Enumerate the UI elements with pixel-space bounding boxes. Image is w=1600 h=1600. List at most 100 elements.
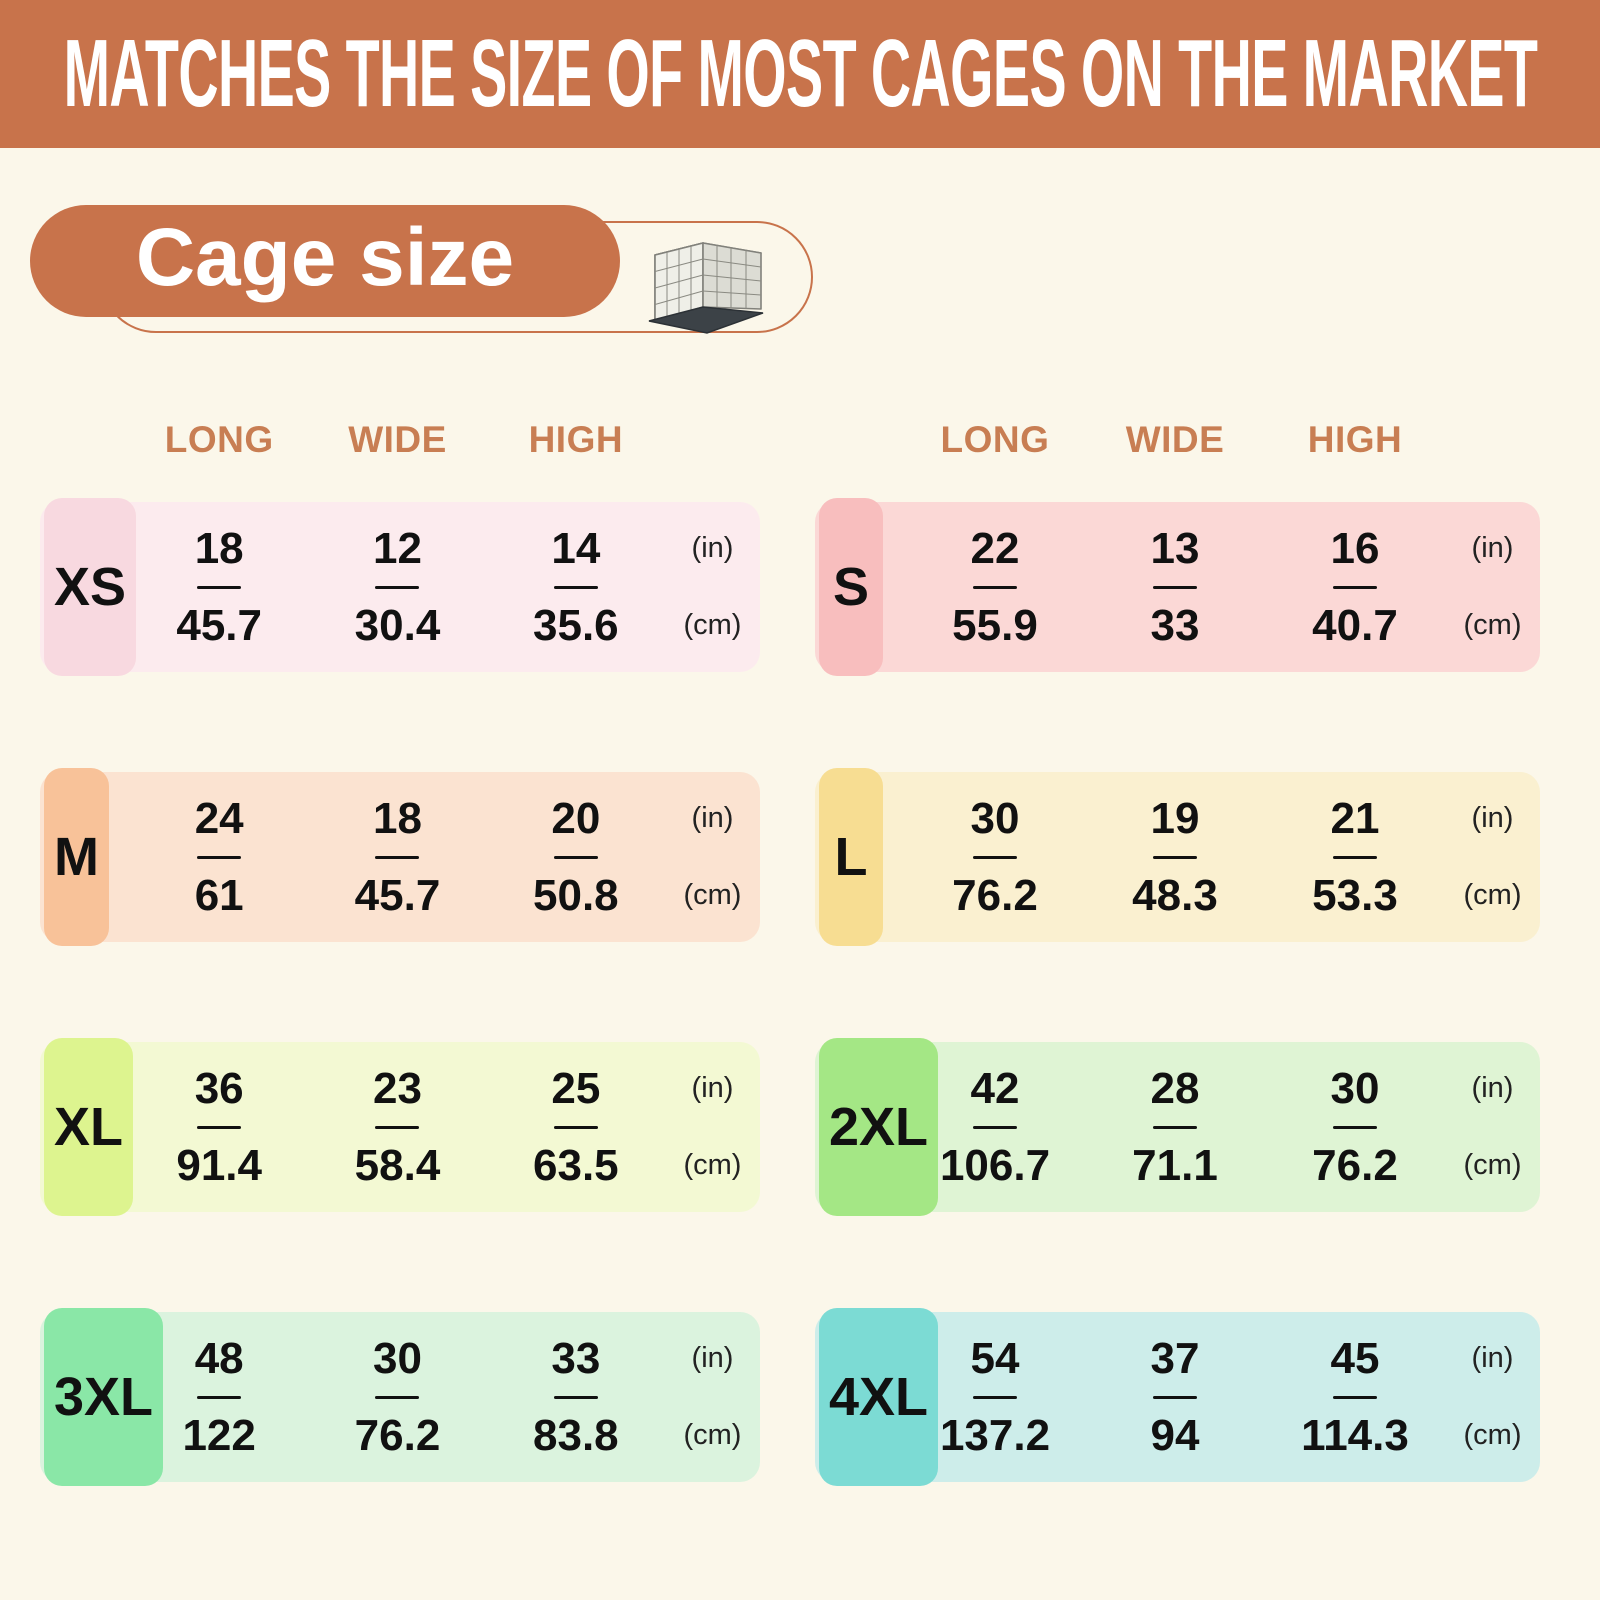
value-wide-in: 37 bbox=[1150, 1333, 1200, 1383]
value-high-cm: 40.7 bbox=[1312, 600, 1398, 650]
value-high-in: 16 bbox=[1330, 523, 1380, 573]
unit-in: (in) bbox=[1471, 532, 1514, 564]
dimension-wide: 28 71.1 bbox=[1085, 1042, 1265, 1212]
col-header-wide: WIDE bbox=[348, 418, 447, 460]
unit-cm: (cm) bbox=[1463, 609, 1522, 641]
size-label-cell: S bbox=[815, 498, 905, 676]
value-high-in: 45 bbox=[1330, 1333, 1380, 1383]
value-high-cm: 114.3 bbox=[1301, 1410, 1409, 1460]
dimension-wide: 30 76.2 bbox=[308, 1312, 486, 1482]
value-wide-in: 12 bbox=[373, 523, 422, 573]
banner-title: MATCHES THE SIZE OF MOST CAGES ON THE MA… bbox=[63, 20, 1537, 127]
fraction-divider bbox=[197, 855, 242, 859]
spacer bbox=[1471, 586, 1515, 589]
fraction-divider bbox=[973, 1395, 1017, 1399]
value-long-in: 54 bbox=[970, 1333, 1020, 1383]
value-long-in: 48 bbox=[194, 1333, 244, 1383]
dimension-high: 14 35.6 bbox=[487, 502, 665, 672]
value-wide-cm: 71.1 bbox=[1132, 1140, 1218, 1190]
unit-labels: (in) (cm) bbox=[665, 1042, 760, 1212]
value-wide-cm: 48.3 bbox=[1132, 870, 1218, 920]
dimension-long: 30 76.2 bbox=[905, 772, 1085, 942]
value-long-cm: 137.2 bbox=[939, 1410, 1051, 1460]
unit-labels: (in) (cm) bbox=[665, 502, 760, 672]
unit-labels: (in) (cm) bbox=[1445, 1312, 1540, 1482]
fraction-divider bbox=[1333, 585, 1377, 589]
unit-labels: (in) (cm) bbox=[665, 772, 760, 942]
value-wide-in: 18 bbox=[373, 793, 422, 843]
value-wide-cm: 94 bbox=[1150, 1410, 1200, 1460]
value-long-cm: 61 bbox=[194, 870, 244, 920]
value-long-cm: 45.7 bbox=[176, 600, 262, 650]
unit-cm: (cm) bbox=[683, 879, 742, 911]
cage-size-badge: Cage size bbox=[30, 205, 620, 317]
fraction-divider bbox=[1333, 1125, 1377, 1129]
unit-labels: (in) (cm) bbox=[665, 1312, 760, 1482]
unit-in: (in) bbox=[1471, 1342, 1514, 1374]
value-wide-in: 28 bbox=[1150, 1063, 1200, 1113]
spacer bbox=[1471, 1126, 1515, 1129]
col-header-long: LONG bbox=[940, 418, 1050, 460]
unit-in: (in) bbox=[691, 802, 734, 834]
value-long-cm: 76.2 bbox=[952, 870, 1038, 920]
size-label-cell: 2XL bbox=[815, 1038, 939, 1216]
column-headers-right: LONG WIDE HIGH bbox=[815, 412, 1540, 467]
dimension-long: 36 91.4 bbox=[130, 1042, 308, 1212]
dimension-long: 22 55.9 bbox=[905, 502, 1085, 672]
value-high-cm: 76.2 bbox=[1312, 1140, 1398, 1190]
spacer bbox=[1471, 856, 1515, 859]
fraction-divider bbox=[1333, 1395, 1377, 1399]
unit-cm: (cm) bbox=[683, 1149, 742, 1181]
unit-cm: (cm) bbox=[683, 609, 742, 641]
value-wide-in: 30 bbox=[373, 1333, 422, 1383]
value-wide-in: 19 bbox=[1150, 793, 1200, 843]
value-high-in: 21 bbox=[1330, 793, 1380, 843]
size-row-xs: XS 18 45.7 12 30.4 14 35.6 bbox=[40, 498, 760, 676]
unit-in: (in) bbox=[691, 1342, 734, 1374]
value-long-cm: 122 bbox=[182, 1410, 256, 1460]
unit-cm: (cm) bbox=[1463, 1149, 1522, 1181]
size-row-4xl: 4XL 54 137.2 37 94 45 114.3 bbox=[815, 1308, 1540, 1486]
top-banner: MATCHES THE SIZE OF MOST CAGES ON THE MA… bbox=[0, 0, 1600, 148]
value-long-cm: 106.7 bbox=[939, 1140, 1051, 1190]
unit-cm: (cm) bbox=[1463, 1419, 1522, 1451]
fraction-divider bbox=[197, 1125, 242, 1129]
dimension-long: 48 122 bbox=[130, 1312, 308, 1482]
dimension-wide: 37 94 bbox=[1085, 1312, 1265, 1482]
fraction-divider bbox=[375, 1395, 420, 1399]
dimension-high: 21 53.3 bbox=[1265, 772, 1445, 942]
value-long-in: 42 bbox=[970, 1063, 1020, 1113]
col-header-wide: WIDE bbox=[1125, 418, 1225, 460]
spacer bbox=[690, 1126, 734, 1129]
value-high-in: 33 bbox=[551, 1333, 601, 1383]
value-wide-cm: 33 bbox=[1150, 600, 1200, 650]
crate-tray bbox=[648, 306, 764, 334]
value-long-in: 30 bbox=[970, 793, 1020, 843]
value-wide-cm: 58.4 bbox=[354, 1140, 441, 1190]
dimension-high: 25 63.5 bbox=[487, 1042, 665, 1212]
fraction-divider bbox=[375, 855, 420, 859]
size-row-xl: XL 36 91.4 23 58.4 25 63.5 bbox=[40, 1038, 760, 1216]
dimension-long: 18 45.7 bbox=[130, 502, 308, 672]
size-label-cell: L bbox=[815, 768, 905, 946]
fraction-divider bbox=[375, 585, 420, 589]
dimension-long: 42 106.7 bbox=[905, 1042, 1085, 1212]
size-row-m: M 24 61 18 45.7 20 50.8 ( bbox=[40, 768, 760, 946]
spacer bbox=[690, 856, 734, 859]
value-long-in: 36 bbox=[194, 1063, 244, 1113]
dimension-wide: 12 30.4 bbox=[308, 502, 486, 672]
size-label-4xl: 4XL bbox=[819, 1308, 939, 1486]
size-label-s: S bbox=[819, 498, 883, 676]
dimension-high: 16 40.7 bbox=[1265, 502, 1445, 672]
fraction-divider bbox=[1153, 855, 1197, 859]
dog-crate-icon bbox=[648, 242, 764, 334]
value-wide-cm: 45.7 bbox=[354, 870, 441, 920]
value-high-in: 20 bbox=[551, 793, 601, 843]
unit-labels: (in) (cm) bbox=[1445, 502, 1540, 672]
value-long-in: 24 bbox=[194, 793, 244, 843]
dimension-high: 45 114.3 bbox=[1265, 1312, 1445, 1482]
dimension-long: 24 61 bbox=[130, 772, 308, 942]
unit-in: (in) bbox=[1471, 1072, 1514, 1104]
unit-labels: (in) (cm) bbox=[1445, 772, 1540, 942]
